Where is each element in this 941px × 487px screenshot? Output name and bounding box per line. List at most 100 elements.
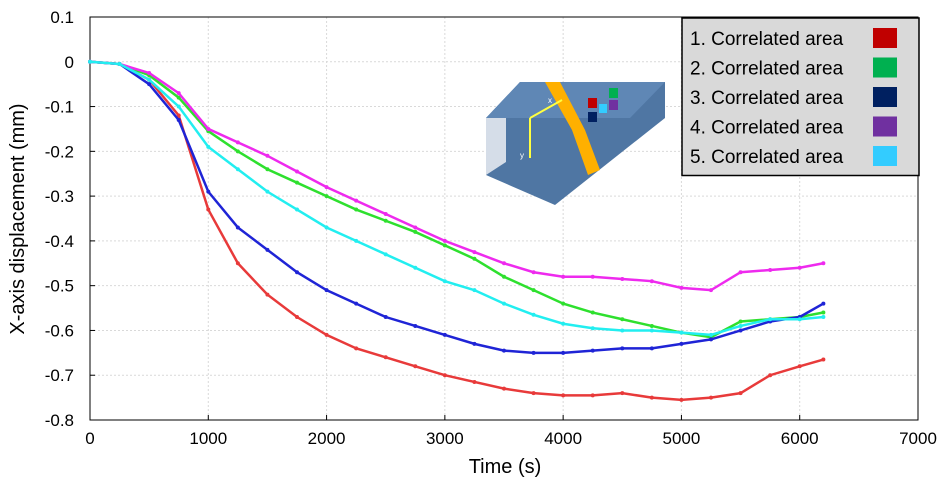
data-point <box>354 346 358 350</box>
chart: Time (s) X-axis displacement (mm) 0.10-0… <box>0 0 941 482</box>
legend-swatch <box>873 28 897 48</box>
data-point <box>472 250 476 254</box>
area-4 <box>609 100 618 110</box>
x-tick-label: 6000 <box>781 429 819 448</box>
y-tick-label: -0.8 <box>45 411 74 430</box>
data-point <box>265 248 269 252</box>
data-point <box>502 349 506 353</box>
data-point <box>295 315 299 319</box>
x-tick-label: 7000 <box>899 429 937 448</box>
data-point <box>591 349 595 353</box>
y-axis-label: X-axis displacement (mm) <box>7 103 29 334</box>
data-point <box>821 302 825 306</box>
data-point <box>679 331 683 335</box>
data-point <box>502 302 506 306</box>
data-point <box>532 391 536 395</box>
data-point <box>709 288 713 292</box>
data-point <box>591 393 595 397</box>
data-point <box>561 275 565 279</box>
y-tick-label: -0.2 <box>45 142 74 161</box>
y-tick-label: -0.7 <box>45 366 74 385</box>
y-tick-label: -0.3 <box>45 187 74 206</box>
data-point <box>384 212 388 216</box>
data-point <box>413 266 417 270</box>
data-point <box>325 185 329 189</box>
data-point <box>295 181 299 185</box>
page: Time (s) X-axis displacement (mm) 0.10-0… <box>0 0 941 487</box>
data-point <box>354 239 358 243</box>
data-point <box>532 313 536 317</box>
data-point <box>384 219 388 223</box>
data-point <box>679 286 683 290</box>
data-point <box>443 279 447 283</box>
data-point <box>236 225 240 229</box>
data-point <box>739 319 743 323</box>
data-point <box>265 190 269 194</box>
data-point <box>502 387 506 391</box>
data-point <box>502 261 506 265</box>
data-point <box>472 342 476 346</box>
data-point <box>561 302 565 306</box>
data-point <box>443 373 447 377</box>
data-point <box>295 208 299 212</box>
data-point <box>206 127 210 131</box>
x-tick-label: 4000 <box>544 429 582 448</box>
data-point <box>798 266 802 270</box>
legend-label: 2. Correlated area <box>690 59 844 80</box>
data-point <box>295 169 299 173</box>
data-point <box>591 275 595 279</box>
y-tick-label: -0.5 <box>45 277 74 296</box>
legend-swatch <box>873 87 897 107</box>
data-point <box>821 261 825 265</box>
data-point <box>709 337 713 341</box>
data-point <box>295 270 299 274</box>
data-point <box>325 194 329 198</box>
data-point <box>821 358 825 362</box>
data-point <box>620 277 624 281</box>
data-point <box>413 324 417 328</box>
data-point <box>739 328 743 332</box>
x-tick-label: 0 <box>85 429 94 448</box>
data-point <box>325 288 329 292</box>
data-point <box>620 391 624 395</box>
data-point <box>650 328 654 332</box>
legend-label: 1. Correlated area <box>690 29 844 50</box>
x-axis-label: Time (s) <box>469 456 542 478</box>
data-point <box>532 270 536 274</box>
x-tick-label: 3000 <box>426 429 464 448</box>
data-point <box>532 351 536 355</box>
data-point <box>443 239 447 243</box>
data-point <box>591 326 595 330</box>
data-point <box>472 380 476 384</box>
data-point <box>709 333 713 337</box>
data-point <box>177 118 181 122</box>
data-point <box>768 268 772 272</box>
data-point <box>709 396 713 400</box>
data-point <box>147 82 151 86</box>
data-point <box>236 149 240 153</box>
data-point <box>650 396 654 400</box>
data-point <box>532 288 536 292</box>
data-point <box>236 261 240 265</box>
data-point <box>443 333 447 337</box>
legend-swatch <box>873 58 897 78</box>
y-tick-label: 0 <box>65 53 74 72</box>
rail-inset: x y <box>486 82 665 205</box>
data-point <box>739 324 743 328</box>
data-point <box>591 311 595 315</box>
data-point <box>561 351 565 355</box>
data-point <box>88 60 92 64</box>
data-point <box>265 167 269 171</box>
data-point <box>443 243 447 247</box>
data-point <box>739 270 743 274</box>
y-tick-label: -0.4 <box>45 232 74 251</box>
area-3 <box>588 112 597 122</box>
data-point <box>118 62 122 66</box>
x-tick-label: 1000 <box>189 429 227 448</box>
data-point <box>384 355 388 359</box>
area-1 <box>588 98 597 108</box>
x-tick-label: 5000 <box>663 429 701 448</box>
data-point <box>354 208 358 212</box>
inset-x: x <box>548 96 552 105</box>
data-point <box>768 317 772 321</box>
